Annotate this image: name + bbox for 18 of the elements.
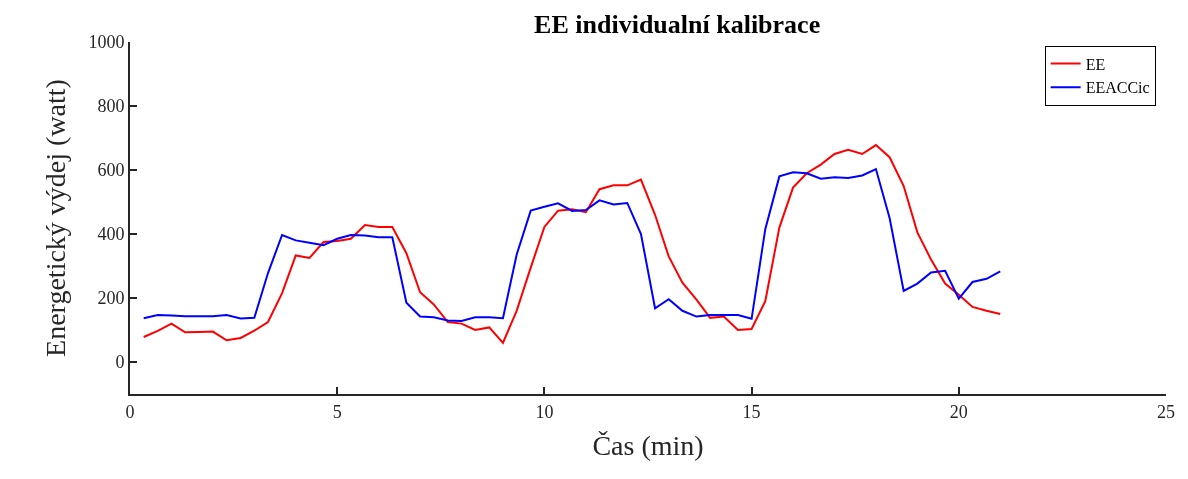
y-tick-label: 1000: [88, 32, 125, 53]
x-tick-label: 5: [332, 401, 342, 422]
y-axis-title: Energetický výdej (watt): [39, 79, 71, 357]
legend-label: EEACCic: [1085, 79, 1150, 97]
y-tick-label: 800: [97, 96, 125, 117]
line-series: [142, 144, 1002, 344]
y-tick-label: 0: [115, 352, 125, 373]
y-tick-label: 400: [97, 224, 125, 245]
y-tick-label: 200: [97, 288, 125, 309]
x-tick-label: 15: [742, 401, 761, 422]
y-tick-label: 600: [97, 160, 125, 181]
x-tick-label: 20: [949, 401, 968, 422]
x-axis-title: Čas (min): [592, 430, 704, 462]
x-tick-label: 25: [1157, 401, 1175, 422]
line-series: [142, 168, 1002, 323]
x-tick-label: 10: [535, 401, 554, 422]
legend-label: EE: [1085, 55, 1106, 73]
chart-title: EE individualní kalibrace: [534, 9, 821, 39]
